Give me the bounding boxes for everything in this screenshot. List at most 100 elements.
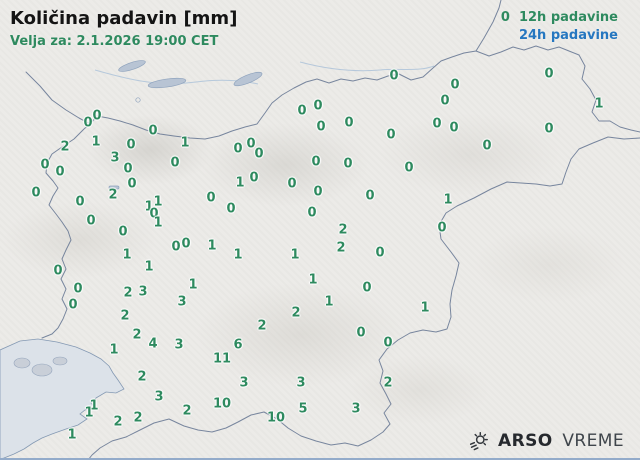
legend-option-24h[interactable]: 24h padavine [501, 27, 618, 45]
station-precipitation-value: 0 [170, 155, 180, 171]
station-precipitation-value: 3 [138, 284, 148, 300]
station-precipitation-value: 0 [450, 77, 460, 93]
station-precipitation-value: 1 [188, 277, 198, 293]
station-precipitation-value: 0 [307, 205, 317, 221]
station-precipitation-value: 1 [594, 96, 604, 112]
station-precipitation-value: 0 [31, 185, 41, 201]
station-precipitation-value: 2 [120, 308, 130, 324]
arso-vreme-brand: ARSO VREME [467, 430, 624, 452]
lakes [108, 60, 263, 190]
station-precipitation-value: 3 [174, 337, 184, 353]
station-precipitation-value: 0 [449, 120, 459, 136]
station-precipitation-value: 3 [177, 294, 187, 310]
sea [0, 338, 125, 460]
station-precipitation-value: 0 [544, 66, 554, 82]
station-precipitation-value: 1 [180, 135, 190, 151]
station-precipitation-value: 2 [133, 410, 143, 426]
station-precipitation-value: 2 [132, 327, 142, 343]
station-precipitation-value: 0 [404, 160, 414, 176]
station-precipitation-value: 0 [226, 201, 236, 217]
station-precipitation-value: 0 [249, 170, 259, 186]
station-precipitation-value: 0 [432, 116, 442, 132]
station-precipitation-value: 0 [246, 136, 256, 152]
station-precipitation-value: 0 [118, 224, 128, 240]
station-precipitation-value: 0 [53, 263, 63, 279]
station-precipitation-value: 0 [55, 164, 65, 180]
station-precipitation-value: 0 [437, 220, 447, 236]
station-precipitation-value: 0 [544, 121, 554, 137]
station-precipitation-value: 0 [171, 239, 181, 255]
station-precipitation-value: 0 [92, 108, 102, 124]
station-precipitation-value: 1 [109, 342, 119, 358]
station-precipitation-value: 0 [316, 119, 326, 135]
station-precipitation-value: 0 [127, 176, 137, 192]
legend: 0 12h padavine 24h padavine [501, 9, 618, 45]
station-precipitation-value: 1 [420, 300, 430, 316]
station-precipitation-value: 2 [108, 187, 118, 203]
station-precipitation-value: 2 [137, 369, 147, 385]
station-precipitation-value: 0 [68, 297, 78, 313]
station-precipitation-value: 1 [89, 398, 99, 414]
station-precipitation-value: 6 [233, 337, 243, 353]
station-precipitation-value: 0 [123, 161, 133, 177]
station-precipitation-value: 1 [233, 247, 243, 263]
station-precipitation-value: 2 [291, 305, 301, 321]
map-header: Količina padavin [mm] Velja za: 2.1.2026… [10, 8, 237, 49]
station-precipitation-value: 0 [440, 93, 450, 109]
station-precipitation-value: 0 [148, 123, 158, 139]
brand-vreme: VREME [562, 431, 624, 451]
station-precipitation-value: 1 [84, 405, 94, 421]
station-precipitation-value: 1 [122, 247, 132, 263]
station-precipitation-value: 2 [123, 285, 133, 301]
station-precipitation-value: 2 [338, 222, 348, 238]
country-border-lines [25, 0, 640, 460]
station-precipitation-value: 0 [86, 213, 96, 229]
station-precipitation-value: 1 [153, 194, 163, 210]
station-precipitation-value: 5 [298, 401, 308, 417]
station-precipitation-value: 0 [297, 103, 307, 119]
station-precipitation-value: 0 [206, 190, 216, 206]
station-precipitation-value: 2 [257, 318, 267, 334]
station-precipitation-value: 0 [181, 236, 191, 252]
station-precipitation-value: 0 [149, 206, 159, 222]
station-precipitation-value: 1 [324, 294, 334, 310]
station-precipitation-value: 0 [386, 127, 396, 143]
station-precipitation-value: 0 [73, 281, 83, 297]
station-precipitation-value: 0 [383, 335, 393, 351]
station-precipitation-value: 0 [311, 154, 321, 170]
brand-arso: ARSO [498, 431, 553, 451]
station-precipitation-value: 0 [126, 137, 136, 153]
station-precipitation-value: 3 [110, 150, 120, 166]
station-precipitation-value: 1 [153, 215, 163, 231]
station-precipitation-value: 0 [343, 156, 353, 172]
lagoon-islets [13, 356, 68, 377]
station-precipitation-value: 0 [356, 325, 366, 341]
legend-option-12h[interactable]: 0 12h padavine [501, 9, 618, 27]
station-precipitation-value: 0 [40, 157, 50, 173]
station-precipitation-value: 0 [75, 194, 85, 210]
station-precipitation-value: 1 [144, 259, 154, 275]
station-precipitation-value: 2 [383, 375, 393, 391]
map-bottom-edge [0, 458, 640, 460]
station-precipitation-value: 1 [235, 175, 245, 191]
brand-text: ARSO VREME [498, 431, 624, 451]
station-precipitation-value: 0 [362, 280, 372, 296]
station-precipitation-value: 0 [375, 245, 385, 261]
station-precipitation-value: 1 [144, 199, 154, 215]
station-precipitation-value: 1 [443, 192, 453, 208]
station-precipitation-value: 2 [336, 240, 346, 256]
station-precipitation-value: 0 [254, 146, 264, 162]
station-precipitation-value: 3 [351, 401, 361, 417]
station-precipitation-value: 4 [148, 336, 158, 352]
station-precipitation-value: 11 [212, 351, 232, 367]
station-precipitation-value: 3 [296, 375, 306, 391]
legend-sample-value: 0 [500, 10, 510, 25]
station-precipitation-value: 0 [365, 188, 375, 204]
page-title: Količina padavin [mm] [10, 8, 238, 29]
station-precipitation-value: 1 [67, 427, 77, 443]
station-precipitation-value: 1 [308, 272, 318, 288]
station-precipitation-value: 0 [287, 176, 297, 192]
station-precipitation-value: 3 [154, 389, 164, 405]
validity-timestamp: Velja za: 2.1.2026 19:00 CET [10, 33, 219, 49]
